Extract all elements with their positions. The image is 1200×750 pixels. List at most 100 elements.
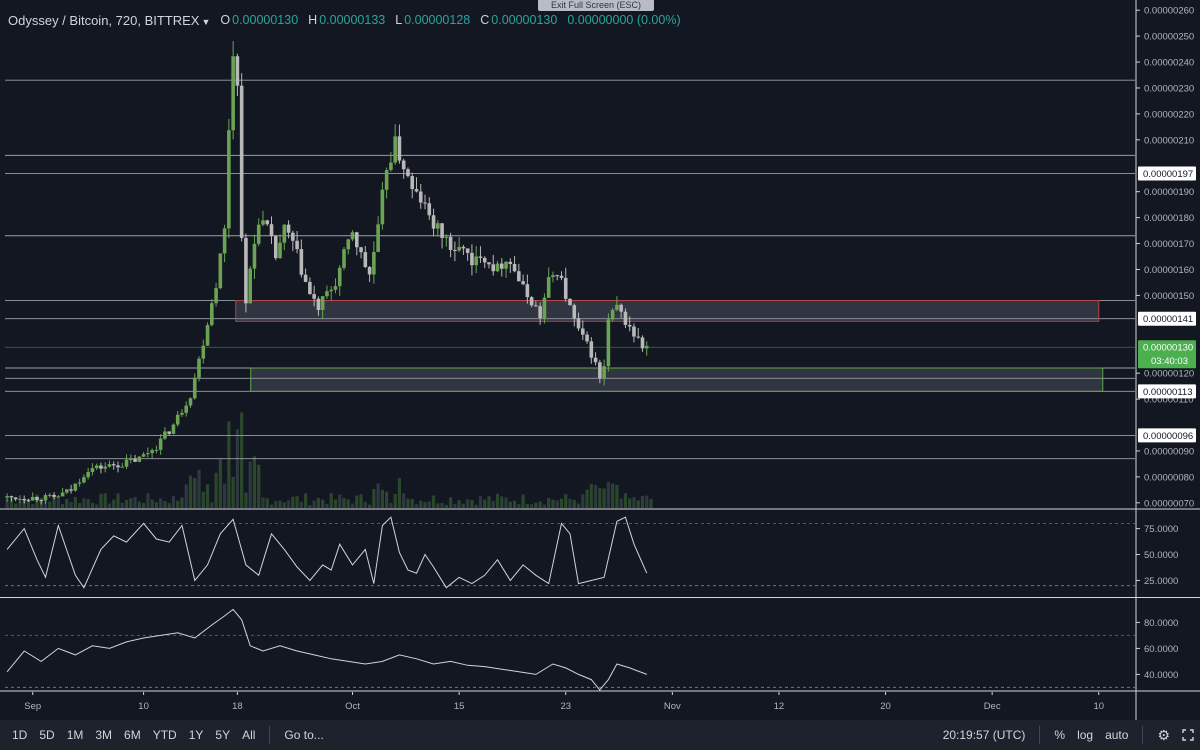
candle-body — [35, 496, 39, 500]
volume-bar — [402, 493, 406, 508]
candle-body — [111, 464, 116, 466]
range-ytd[interactable]: YTD — [152, 728, 177, 742]
volume-bar — [99, 493, 103, 508]
volume-bar — [547, 497, 551, 508]
candle-body — [146, 453, 150, 455]
candle-body — [376, 224, 380, 253]
candle-body — [410, 176, 415, 190]
range-1d[interactable]: 1D — [12, 728, 28, 742]
fullscreen-icon[interactable] — [1176, 729, 1200, 741]
candle-body — [470, 252, 474, 266]
volume-bar — [363, 501, 367, 508]
volume-bar — [14, 503, 18, 508]
log-scale-button[interactable]: log — [1077, 728, 1094, 742]
candle-body — [222, 228, 227, 254]
candle-body — [22, 498, 26, 501]
candle-body — [482, 257, 487, 263]
utc-clock[interactable]: 20:19:57 (UTC) — [942, 728, 1026, 742]
volume-bar — [406, 498, 410, 508]
volume-bar — [385, 491, 389, 508]
volume-bar — [261, 497, 265, 508]
candle-body — [440, 223, 444, 238]
volume-bar — [274, 501, 278, 508]
percent-scale-button[interactable]: % — [1054, 728, 1066, 742]
candle-body — [517, 271, 521, 282]
candle-body — [529, 297, 534, 306]
volume-bar — [56, 497, 60, 508]
level-tag — [1138, 166, 1196, 181]
toolbar-divider — [1039, 726, 1041, 744]
volume-bar — [470, 500, 474, 508]
volume-bar — [120, 502, 124, 508]
candle-body — [644, 345, 649, 349]
volume-bar — [615, 484, 619, 508]
candle-body — [542, 297, 547, 319]
volume-bar — [649, 498, 653, 508]
range-6m[interactable]: 6M — [124, 728, 141, 742]
candle-body — [325, 291, 329, 297]
volume-bar — [495, 493, 500, 508]
candle-body — [167, 431, 171, 434]
price-tick-label: 0.00000120 — [1144, 369, 1194, 380]
goto-button[interactable]: Go to... — [284, 728, 324, 742]
volume-bar — [623, 493, 628, 508]
candle-body — [636, 336, 641, 338]
candle-body — [342, 249, 346, 268]
candle-body — [606, 319, 611, 367]
candle-body — [282, 224, 287, 243]
volume-bar — [534, 502, 538, 508]
candle-body — [457, 246, 461, 251]
candle-body — [291, 232, 295, 241]
chart-svg[interactable]: 0.00000260 0.00000250 0.00000240 0.00000230… — [0, 0, 1200, 720]
volume-bar — [133, 496, 137, 508]
candle-body — [133, 459, 137, 462]
price-tick-label: 0.00000250 — [1144, 32, 1194, 43]
exit-fullscreen-button[interactable]: Exit Full Screen (ESC) — [538, 0, 654, 11]
volume-bar — [632, 497, 636, 508]
low-label: L — [395, 13, 403, 27]
volume-bar — [478, 495, 483, 508]
volume-bar — [141, 502, 146, 508]
candle-body — [13, 497, 18, 500]
range-1m[interactable]: 1M — [66, 728, 84, 742]
range-5y[interactable]: 5Y — [215, 728, 231, 742]
candle-body — [116, 465, 120, 468]
symbol-title[interactable]: Odyssey / Bitcoin, 720, BITTREX ▼ — [8, 12, 211, 28]
candle-body — [65, 489, 69, 493]
volume-bar — [474, 504, 478, 508]
level-tag-label: 0.00000113 — [1143, 387, 1193, 398]
volume-bar — [436, 503, 440, 508]
candle-body — [380, 189, 385, 225]
candle-body — [337, 267, 342, 287]
candle-body — [30, 496, 35, 501]
range-all[interactable]: All — [242, 728, 256, 742]
chevron-down-icon[interactable]: ▼ — [201, 16, 211, 27]
range-3m[interactable]: 3M — [95, 728, 113, 742]
candle-body — [602, 366, 606, 379]
volume-bar — [559, 498, 564, 508]
candle-body — [363, 252, 368, 267]
volume-bar — [26, 498, 31, 508]
volume-bar — [491, 500, 495, 508]
candle-body — [640, 337, 645, 349]
range-5d[interactable]: 5D — [39, 728, 55, 742]
candle-body — [423, 202, 427, 204]
volume-bar — [193, 478, 197, 508]
volume-bar — [52, 495, 56, 508]
candle-body — [418, 191, 423, 203]
volume-bar — [180, 497, 184, 508]
range-1y[interactable]: 1Y — [188, 728, 204, 742]
candle-body — [231, 56, 235, 131]
candle-body — [580, 328, 585, 335]
volume-bar — [504, 497, 508, 508]
price-tick-label: 0.00000170 — [1144, 239, 1194, 250]
auto-scale-button[interactable]: auto — [1105, 728, 1129, 742]
volume-bar — [65, 499, 69, 508]
volume-bar — [444, 504, 448, 508]
gear-icon[interactable]: ⚙ — [1157, 726, 1170, 743]
volume-bar — [530, 504, 534, 508]
candle-body — [184, 405, 189, 413]
x-tick-label: 23 — [560, 701, 571, 712]
volume-bar — [508, 501, 512, 508]
